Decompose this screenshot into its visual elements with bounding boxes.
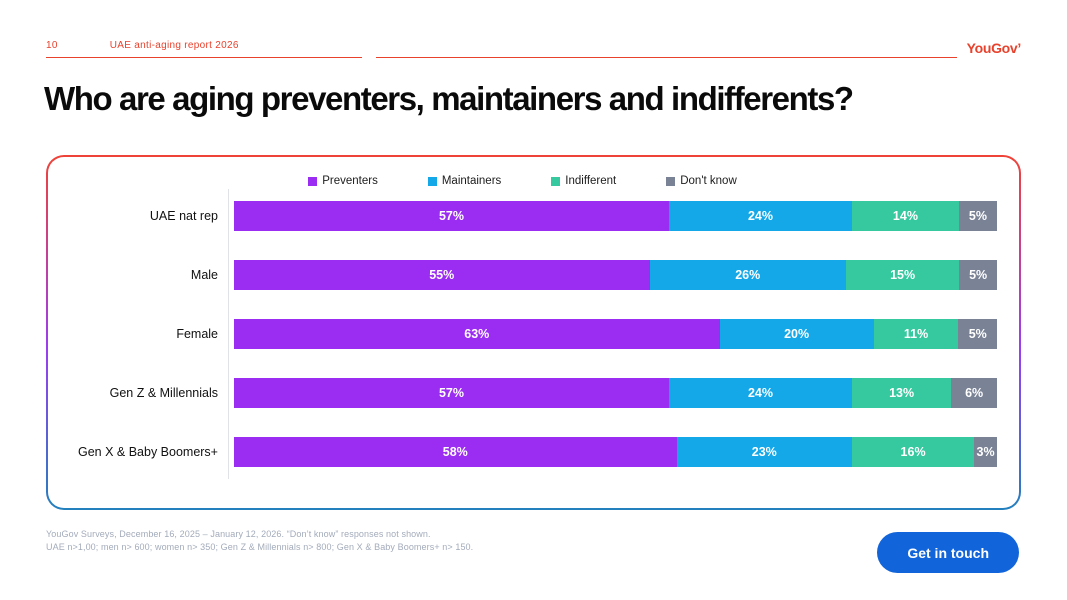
legend-swatch-icon: [308, 176, 318, 186]
bar-segment-indifferent: 14%: [852, 201, 959, 231]
bar-segment-indifferent: 13%: [852, 378, 952, 408]
chart-card-inner: Preventers Maintainers Indifferent Don't kn…: [48, 157, 1019, 508]
yougov-logo: YouGov’: [966, 40, 1022, 56]
page-header: 10 UAE anti-aging report 2026 YouGov’: [46, 40, 1021, 58]
legend-item: Maintainers: [427, 175, 502, 187]
chart-row: UAE nat rep 57% 24% 14% 5%: [48, 201, 997, 231]
legend-swatch-icon: [551, 176, 561, 186]
report-title: UAE anti-aging report 2026: [109, 40, 239, 51]
bar-track: 57% 24% 14% 5%: [234, 201, 997, 231]
chart-legend: Preventers Maintainers Indifferent Don't kn…: [48, 175, 997, 187]
bar-track: 55% 26% 15% 5%: [234, 260, 997, 290]
bar-segment-preventers: 57%: [234, 378, 669, 408]
bar-segment-indifferent: 11%: [873, 319, 959, 349]
chart-row: Female 63% 20% 11% 5%: [48, 319, 997, 349]
bar-segment-maintainers: 26%: [649, 260, 846, 290]
bar-segment-don-t-know: 5%: [958, 319, 997, 349]
bar-track: 57% 24% 13% 6%: [234, 378, 997, 408]
bar-track: 63% 20% 11% 5%: [234, 319, 997, 349]
legend-label: Preventers: [322, 175, 378, 187]
page-number: 10: [46, 40, 58, 51]
bar-segment-preventers: 58%: [234, 437, 677, 467]
legend-label: Maintainers: [441, 175, 502, 187]
axis-line: [228, 189, 229, 479]
header-rule: [376, 57, 957, 58]
bar-segment-don-t-know: 5%: [959, 260, 997, 290]
legend-item: Preventers: [308, 175, 378, 187]
legend-label: Indifferent: [565, 175, 617, 187]
source-note: YouGov Surveys, December 16, 2025 – Janu…: [46, 528, 473, 553]
bar-segment-indifferent: 16%: [852, 437, 975, 467]
category-label: UAE nat rep: [149, 209, 218, 223]
legend-swatch-icon: [427, 176, 437, 186]
legend-item: Indifferent: [551, 175, 616, 187]
category-label: Female: [176, 327, 218, 341]
category-label: Male: [190, 268, 218, 282]
bar-segment-don-t-know: 5%: [958, 201, 997, 231]
category-label: Gen X & Baby Boomers+: [77, 445, 218, 459]
bar-segment-don-t-know: 6%: [951, 378, 997, 408]
bar-segment-don-t-know: 3%: [974, 437, 997, 467]
bar-segment-preventers: 63%: [234, 319, 720, 349]
bar-segment-preventers: 55%: [234, 260, 650, 290]
bar-segment-preventers: 57%: [234, 201, 669, 231]
category-label: Gen Z & Millennials: [109, 386, 218, 400]
chart-row: Gen Z & Millennials 57% 24% 13% 6%: [48, 378, 997, 408]
get-in-touch-button[interactable]: Get in touch: [877, 532, 1019, 573]
bar-segment-maintainers: 24%: [668, 201, 853, 231]
bar-segment-maintainers: 23%: [676, 437, 853, 467]
legend-item: Don't know: [666, 175, 737, 187]
legend-swatch-icon: [666, 176, 676, 186]
chart-row: Male 55% 26% 15% 5%: [48, 260, 997, 290]
bar-segment-indifferent: 15%: [845, 260, 960, 290]
legend-label: Don't know: [680, 175, 737, 187]
chart-plot: UAE nat rep 57% 24% 14% 5% Male 55% 26% 15% 5% Fem…: [48, 189, 997, 479]
bar-segment-maintainers: 20%: [719, 319, 874, 349]
header-left: 10 UAE anti-aging report 2026: [46, 40, 362, 58]
bar-segment-maintainers: 24%: [668, 378, 853, 408]
chart-row: Gen X & Baby Boomers+ 58% 23% 16% 3%: [48, 437, 997, 467]
page-title: Who are aging preventers, maintainers an…: [44, 80, 854, 117]
chart-card: Preventers Maintainers Indifferent Don't kn…: [46, 155, 1021, 510]
source-line-2: UAE n>1,00; men n> 600; women n> 350; Ge…: [46, 541, 474, 552]
source-line-1: YouGov Surveys, December 16, 2025 – Janu…: [46, 529, 431, 539]
bar-track: 58% 23% 16% 3%: [234, 437, 997, 467]
